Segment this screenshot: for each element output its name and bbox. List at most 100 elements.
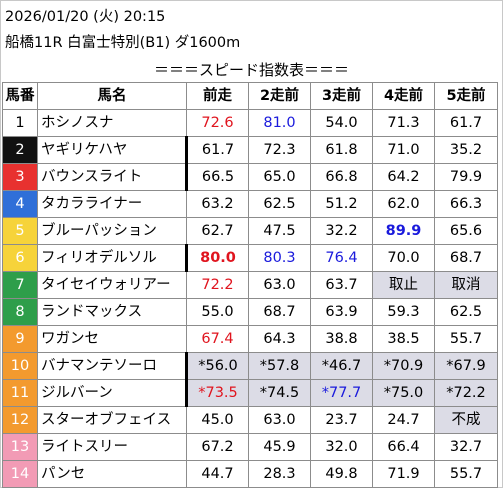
table-row: 11 ジルバーン *73.5 *74.5 *77.7 *75.0 *72.2 [2, 379, 498, 407]
horse-name: ジルバーン [37, 379, 188, 407]
speed-index-2: 63.0 [248, 271, 311, 299]
col-header-2-races-ago: 2走前 [248, 82, 311, 110]
speed-index-1: 72.2 [186, 271, 249, 299]
horse-number: 1 [2, 109, 38, 137]
speed-index-3: 63.7 [310, 271, 373, 299]
horse-number: 11 [2, 379, 38, 407]
table-row: 12 スターオブフェイス 45.0 63.0 23.7 24.7 不成 [2, 406, 498, 434]
speed-index-4: 38.5 [372, 325, 435, 353]
speed-index-3: 54.0 [310, 109, 373, 137]
horse-number: 3 [2, 163, 38, 191]
speed-index-4: 71.9 [372, 460, 435, 488]
table-row: 5 ブルーパッション 62.7 47.5 32.2 89.9 65.6 [2, 217, 498, 245]
col-header-3-races-ago: 3走前 [310, 82, 373, 110]
horse-name: タイセイウォリアー [37, 271, 187, 299]
speed-index-5: 65.6 [434, 217, 498, 245]
horse-number: 6 [2, 244, 38, 272]
speed-index-3: 32.0 [310, 433, 373, 461]
speed-index-2: 80.3 [248, 244, 311, 272]
table-row: 6 フィリオデルソル 80.0 80.3 76.4 70.0 68.7 [2, 244, 498, 272]
speed-index-2: 63.0 [248, 406, 311, 434]
speed-index-2: 47.5 [248, 217, 311, 245]
speed-index-2: 65.0 [248, 163, 311, 191]
speed-index-5: 不成 [434, 406, 498, 434]
table-row: 4 タカラライナー 63.2 62.5 51.2 62.0 66.3 [2, 190, 498, 218]
speed-index-4: 70.0 [372, 244, 435, 272]
horse-name: ヤギリケハヤ [37, 136, 188, 164]
horse-number: 10 [2, 352, 38, 380]
table-row: 3 バウンスライト 66.5 65.0 66.8 64.2 79.9 [2, 163, 498, 191]
speed-index-3: *46.7 [310, 352, 373, 380]
speed-index-3: 63.9 [310, 298, 373, 326]
table-row: 9 ワガンセ 67.4 64.3 38.8 38.5 55.7 [2, 325, 498, 353]
speed-index-4: *75.0 [372, 379, 435, 407]
speed-index-1: 45.0 [186, 406, 249, 434]
horse-name: ライトスリー [37, 433, 187, 461]
speed-index-4: 64.2 [372, 163, 435, 191]
horse-number: 4 [2, 190, 38, 218]
speed-index-5: *67.9 [434, 352, 498, 380]
horse-number: 14 [2, 460, 38, 488]
speed-index-3: 38.8 [310, 325, 373, 353]
speed-index-1: 80.0 [186, 244, 249, 272]
speed-index-5: 55.7 [434, 325, 498, 353]
horse-name: パンセ [37, 460, 187, 488]
speed-index-4: 取止 [372, 271, 435, 299]
speed-index-2: *57.8 [248, 352, 311, 380]
table-row: 7 タイセイウォリアー 72.2 63.0 63.7 取止 取消 [2, 271, 498, 299]
speed-index-2: 68.7 [248, 298, 311, 326]
speed-index-1: 67.2 [186, 433, 249, 461]
table-row: 2 ヤギリケハヤ 61.7 72.3 61.8 71.0 35.2 [2, 136, 498, 164]
table-row: 14 パンセ 44.7 28.3 49.8 71.9 55.7 [2, 460, 498, 488]
table-row: 13 ライトスリー 67.2 45.9 32.0 66.4 32.7 [2, 433, 498, 461]
speed-index-5: 55.7 [434, 460, 498, 488]
horse-name: ワガンセ [37, 325, 187, 353]
speed-index-3: 32.2 [310, 217, 373, 245]
speed-index-1: 55.0 [186, 298, 249, 326]
horse-name: フィリオデルソル [37, 244, 188, 272]
speed-index-1: 66.5 [186, 163, 249, 191]
horse-number: 13 [2, 433, 38, 461]
race-info: 船橋11R 白富士特別(B1) ダ1600m [5, 35, 241, 51]
table-row: 8 ランドマックス 55.0 68.7 63.9 59.3 62.5 [2, 298, 498, 326]
speed-index-2: 28.3 [248, 460, 311, 488]
speed-index-2: 62.5 [248, 190, 311, 218]
speed-index-table: 馬番 馬名 前走 2走前 3走前 4走前 5走前 1 ホシノスナ 72.6 81.0 5… [2, 82, 498, 488]
speed-index-3: 23.7 [310, 406, 373, 434]
horse-number: 12 [2, 406, 38, 434]
horse-name: タカラライナー [37, 190, 187, 218]
speed-index-1: 62.7 [186, 217, 249, 245]
speed-index-3: 66.8 [310, 163, 373, 191]
speed-index-4: *70.9 [372, 352, 435, 380]
speed-index-1: 44.7 [186, 460, 249, 488]
horse-number: 9 [2, 325, 38, 353]
speed-index-3: 49.8 [310, 460, 373, 488]
speed-index-1: *56.0 [186, 352, 249, 380]
speed-index-2: 72.3 [248, 136, 311, 164]
col-header-horse-name: 馬名 [37, 82, 187, 110]
speed-index-5: 79.9 [434, 163, 498, 191]
col-header-last-race: 前走 [186, 82, 249, 110]
col-header-5-races-ago: 5走前 [434, 82, 498, 110]
speed-index-3: 51.2 [310, 190, 373, 218]
horse-name: スターオブフェイス [37, 406, 187, 434]
speed-index-5: *72.2 [434, 379, 498, 407]
speed-index-1: 61.7 [186, 136, 249, 164]
horse-name: ブルーパッション [37, 217, 187, 245]
speed-index-5: 62.5 [434, 298, 498, 326]
speed-index-4: 62.0 [372, 190, 435, 218]
horse-name: ランドマックス [37, 298, 187, 326]
speed-index-3: 61.8 [310, 136, 373, 164]
speed-index-5: 61.7 [434, 109, 498, 137]
horse-number: 2 [2, 136, 38, 164]
col-header-4-races-ago: 4走前 [372, 82, 435, 110]
col-header-number: 馬番 [2, 82, 38, 110]
speed-index-4: 59.3 [372, 298, 435, 326]
horse-number: 5 [2, 217, 38, 245]
speed-index-5: 66.3 [434, 190, 498, 218]
speed-index-1: 67.4 [186, 325, 249, 353]
table-row: 10 バナマンテソーロ *56.0 *57.8 *46.7 *70.9 *67.9 [2, 352, 498, 380]
speed-index-1: 72.6 [186, 109, 249, 137]
speed-index-2: 81.0 [248, 109, 311, 137]
